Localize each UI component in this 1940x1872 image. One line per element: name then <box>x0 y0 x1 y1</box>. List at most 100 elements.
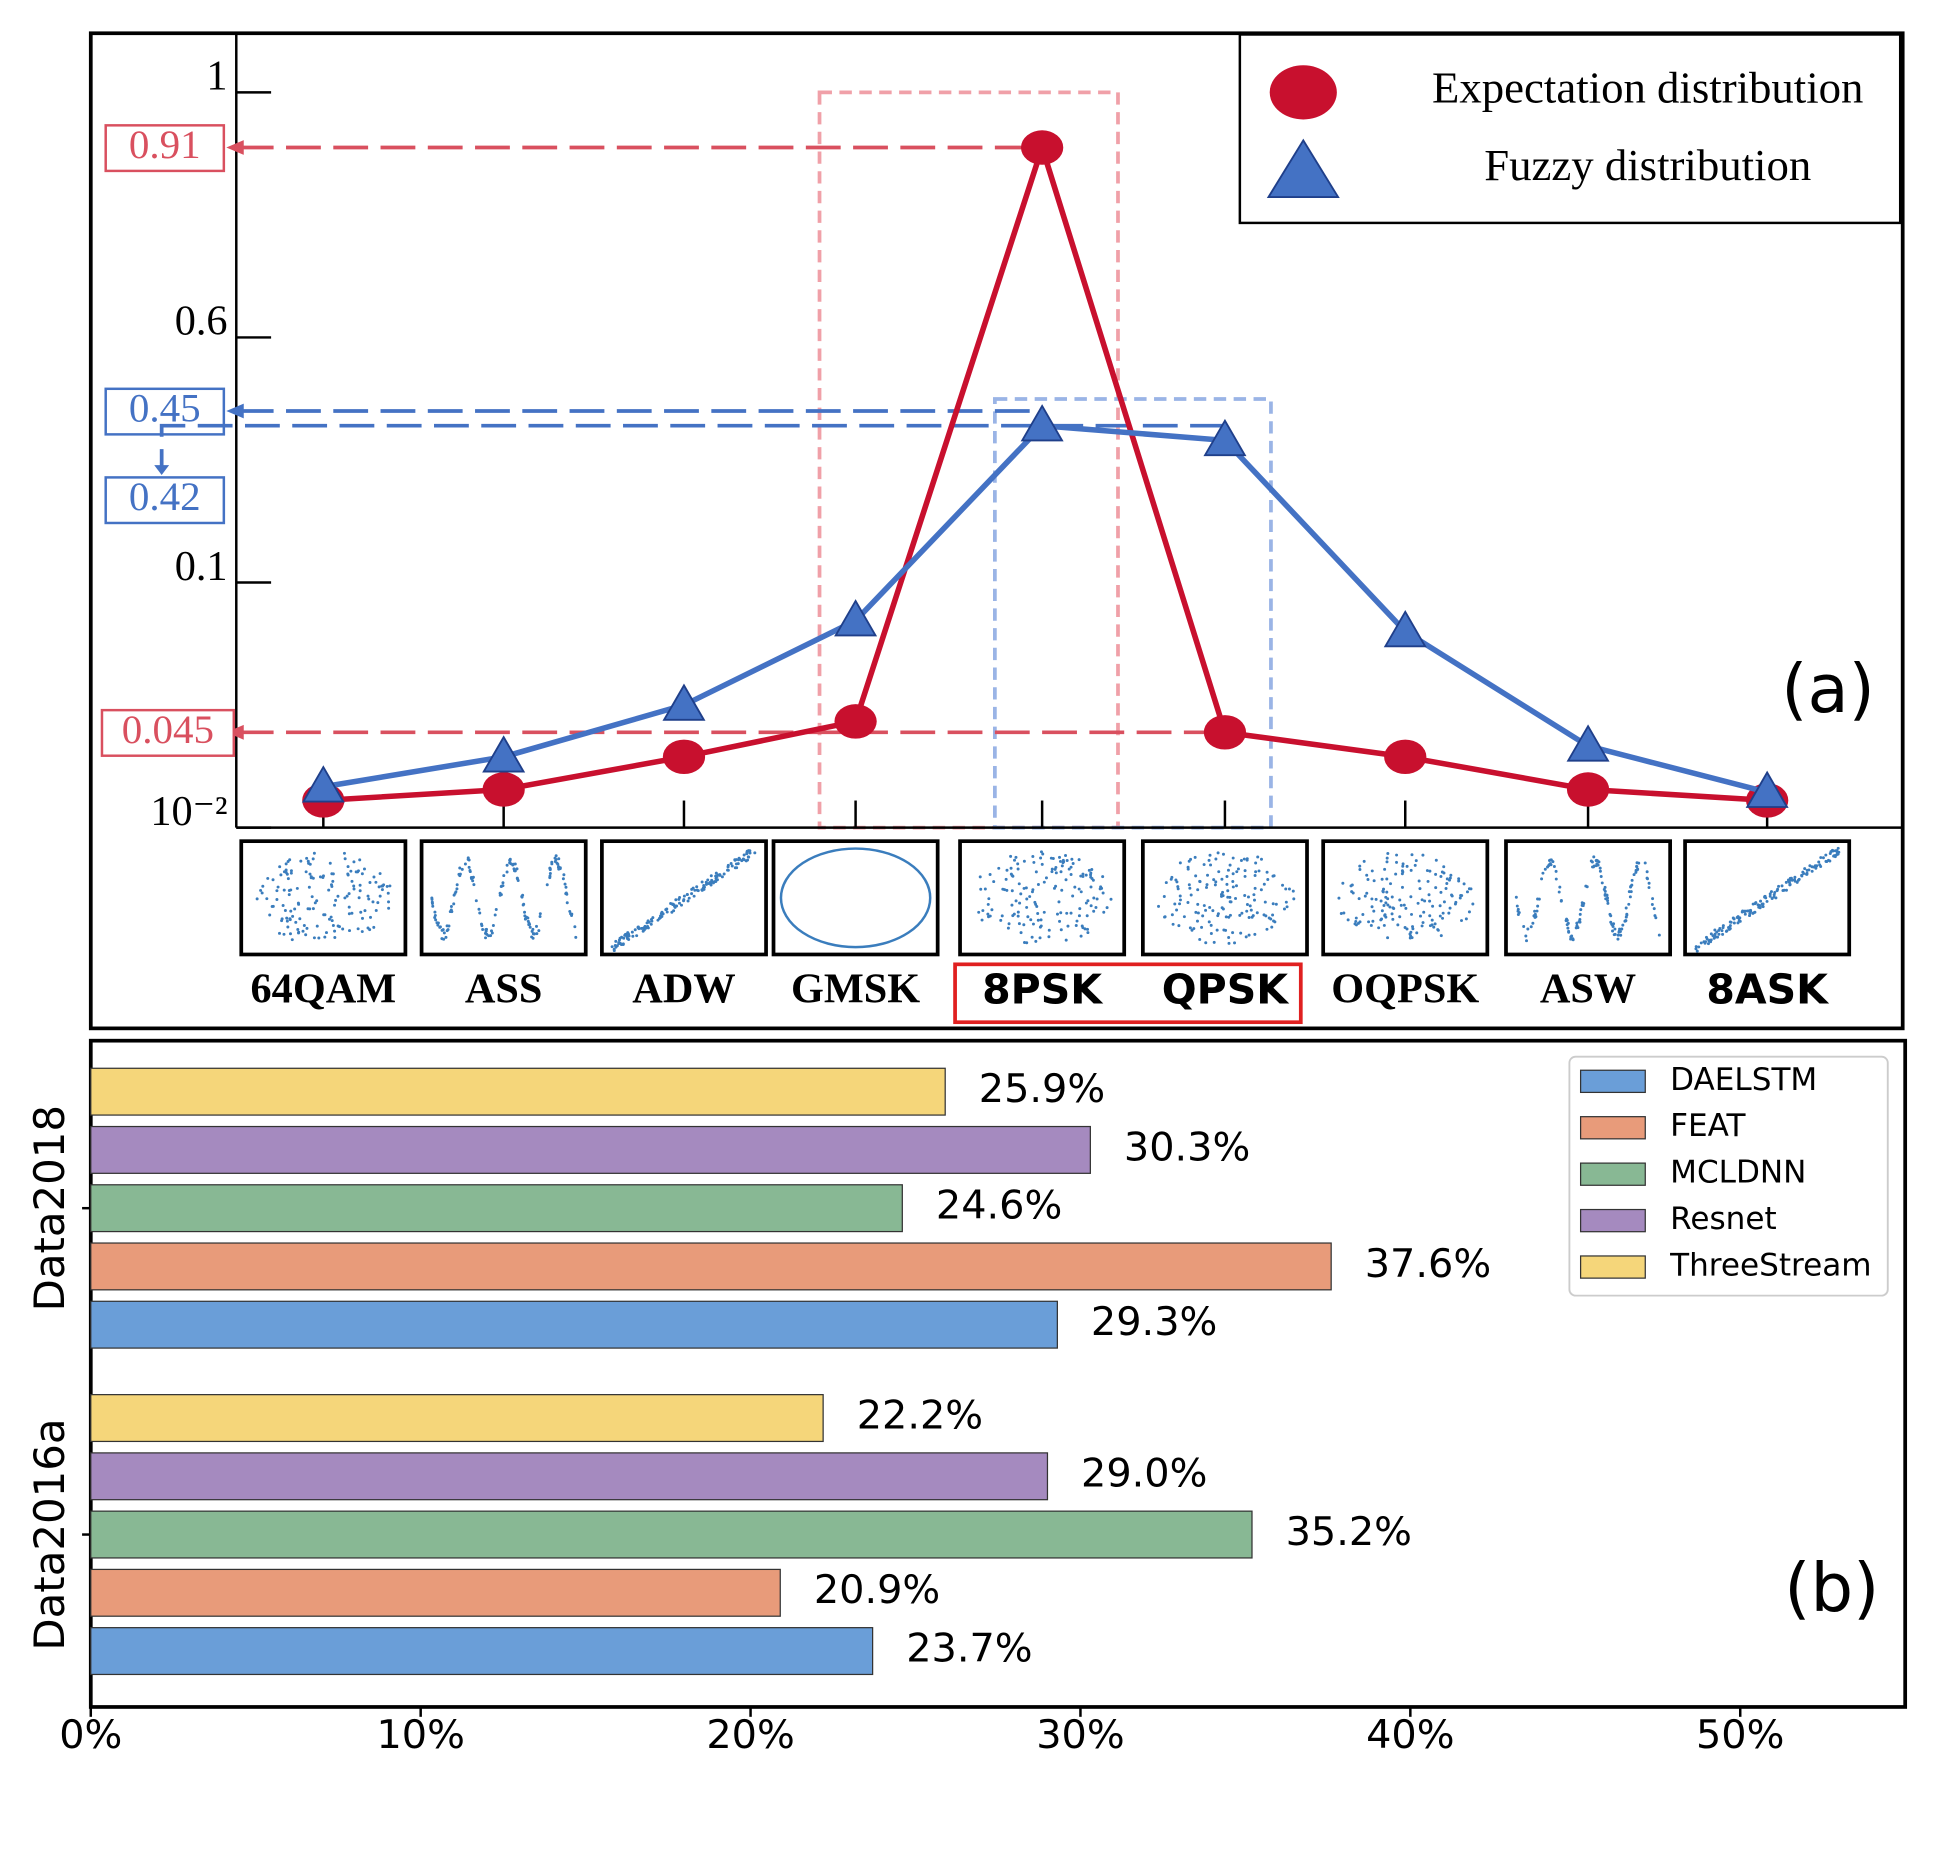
thumb-dot <box>1439 874 1443 878</box>
annotation-label: 0.91 <box>129 122 201 167</box>
thumb-dot <box>740 859 744 863</box>
thumb-dot <box>1178 898 1182 902</box>
thumb-dot <box>1420 898 1424 902</box>
thumb-dot <box>1247 916 1251 919</box>
thumb-dot <box>1245 857 1249 861</box>
bar <box>90 1067 946 1116</box>
thumb-dot <box>315 924 319 928</box>
thumb-dot <box>1824 853 1828 857</box>
thumb-dot <box>1216 851 1220 855</box>
thumb-dot <box>570 912 574 916</box>
thumb-dot <box>350 911 354 915</box>
thumb-dot <box>1413 863 1417 867</box>
thumb-dot <box>1745 909 1749 913</box>
thumb-dot <box>1337 896 1341 900</box>
thumb-dot <box>1273 920 1277 924</box>
thumb-dot <box>1379 899 1383 903</box>
thumb-dot <box>1059 870 1063 874</box>
thumb-dot <box>1059 928 1063 932</box>
thumb-dot <box>348 929 352 933</box>
thumb-dot <box>1176 885 1180 889</box>
thumb-dot <box>1632 873 1636 877</box>
thumb-dot <box>1013 858 1017 862</box>
thumb-dot <box>1089 871 1093 875</box>
thumb-dot <box>1030 890 1034 894</box>
thumb-dot <box>714 877 718 881</box>
thumb-dot <box>1009 872 1013 876</box>
thumb-dot <box>1036 912 1040 915</box>
thumb-dot <box>1834 849 1838 853</box>
thumb-dot <box>1249 908 1253 912</box>
thumb-dot <box>304 870 308 874</box>
thumb-dot <box>1453 902 1457 906</box>
thumb-dot <box>1100 886 1104 890</box>
thumb-dot <box>512 869 516 873</box>
thumb-dot <box>1643 861 1647 865</box>
thumb-dot <box>614 939 618 943</box>
thumb-dot <box>523 917 527 921</box>
thumb-dot <box>1066 924 1070 928</box>
thumb-dot <box>1341 881 1345 885</box>
thumb-dot <box>617 942 621 946</box>
value-label: 37.6% <box>1365 1241 1491 1287</box>
point <box>1383 609 1427 648</box>
thumb-dot <box>1817 860 1821 864</box>
thumb-dot <box>447 924 451 928</box>
thumb-dot <box>1784 880 1788 884</box>
thumb-dot <box>513 862 517 866</box>
thumb-dot <box>1081 874 1085 878</box>
thumb-dot <box>358 883 362 887</box>
thumb-dot <box>1729 920 1733 924</box>
thumb-dot <box>1390 912 1394 916</box>
thumb-dot <box>1224 928 1228 932</box>
annotation-box <box>104 476 226 525</box>
thumb-dot <box>1721 932 1725 936</box>
thumb-dot <box>1699 941 1703 945</box>
thumb-dot <box>1058 859 1062 863</box>
thumb-dot <box>550 862 554 866</box>
x-tick-label: 64QAM <box>251 966 397 1012</box>
bar <box>90 1394 824 1443</box>
thumb-dot <box>311 907 315 911</box>
point <box>1020 404 1064 442</box>
thumb-dot <box>1536 904 1540 908</box>
thumb-dot <box>1810 869 1814 873</box>
thumb-dot <box>1624 919 1628 923</box>
thumb-dot <box>1053 867 1057 871</box>
thumb-dot <box>1163 915 1167 919</box>
thumb-dot <box>1214 880 1218 884</box>
thumb-dot <box>979 887 983 891</box>
thumb-dot <box>1229 900 1233 904</box>
thumb-dot <box>1031 922 1035 926</box>
thumb-dot <box>1621 923 1625 927</box>
thumb-dot <box>1595 862 1599 866</box>
y-tick-label: 10⁻² <box>150 789 227 835</box>
thumb-dot <box>1423 899 1427 903</box>
y-tick-label: Data2018 <box>25 1105 74 1311</box>
thumb-dot <box>1371 919 1375 923</box>
thumb-dot <box>1094 905 1098 909</box>
thumb-dot <box>255 897 259 901</box>
thumb-dot <box>1339 912 1343 916</box>
thumb-dot <box>458 874 462 878</box>
thumb-dot <box>729 862 733 866</box>
thumb-dot <box>1569 937 1573 941</box>
legend-swatch <box>1579 1255 1646 1279</box>
thumb-dot <box>509 862 513 866</box>
thumb-dot <box>1254 870 1258 874</box>
thumb-dot <box>637 927 641 931</box>
thumb-dot <box>487 934 491 938</box>
thumb-dot <box>1182 915 1186 919</box>
thumb-dot <box>1385 877 1389 881</box>
thumb-dot <box>1052 886 1056 890</box>
thumb-dot <box>610 945 614 949</box>
thumb-dot <box>291 914 295 918</box>
thumb-dot <box>1410 912 1414 916</box>
thumb-dot <box>1740 910 1744 914</box>
annotation-arrow <box>226 403 244 419</box>
thumb-dot <box>1408 932 1412 936</box>
thumb-ring <box>779 847 932 949</box>
thumb-dot <box>1606 899 1610 903</box>
thumb-dot <box>266 876 270 880</box>
thumb-dot <box>1652 907 1656 911</box>
